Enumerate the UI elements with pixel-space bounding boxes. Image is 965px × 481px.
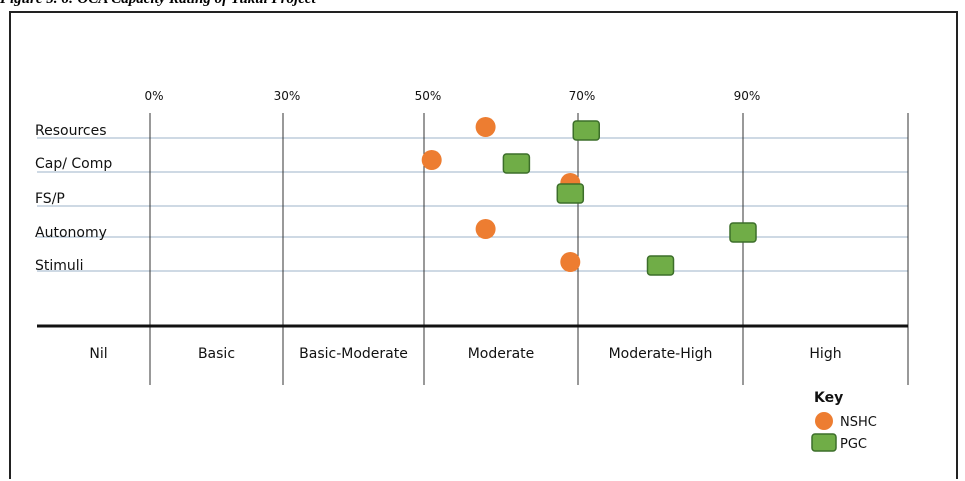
legend-pgc-label: PGC <box>840 437 867 452</box>
percent-tick-label: 50% <box>415 89 442 103</box>
legend-title: Key <box>814 390 843 406</box>
band-label: Nil <box>89 346 107 362</box>
band-label: Basic <box>198 346 235 362</box>
pgc-marker <box>572 120 600 141</box>
percent-tick-label: 0% <box>144 89 163 103</box>
pgc-marker <box>729 222 757 243</box>
category-label: Autonomy <box>35 225 107 241</box>
legend: Key NSHC PGC <box>811 390 877 452</box>
band-label: Moderate-High <box>609 346 713 362</box>
category-labels: Resources Cap/ Comp FS/P Autonomy Stimuli <box>35 123 112 274</box>
pgc-marker <box>646 255 675 276</box>
legend-nshc-marker <box>815 412 833 430</box>
band-label: High <box>809 346 841 362</box>
legend-pgc-marker <box>811 433 837 452</box>
band-label: Basic-Moderate <box>299 346 408 362</box>
legend-nshc-label: NSHC <box>840 415 877 430</box>
band-labels: Nil Basic Basic-Moderate Moderate Moderate-H… <box>89 346 841 362</box>
chart-frame <box>9 11 958 479</box>
data-marks <box>421 117 757 276</box>
nshc-marker <box>475 117 496 137</box>
band-label: Moderate <box>468 346 535 362</box>
category-label: Cap/ Comp <box>35 156 112 172</box>
category-label: FS/P <box>35 191 65 207</box>
row-gridlines <box>37 137 908 272</box>
nshc-marker <box>421 150 442 170</box>
percent-tick-label: 70% <box>569 89 596 103</box>
percent-tick-label: 90% <box>734 89 761 103</box>
percent-tick-label: 30% <box>274 89 301 103</box>
band-dividers <box>149 113 909 385</box>
percent-tick-labels: 0% 30% 50% 70% 90% <box>144 89 760 103</box>
category-label: Stimuli <box>35 258 84 274</box>
nshc-marker <box>475 219 496 239</box>
pgc-marker <box>502 153 531 174</box>
figure-caption: Figure 5. 6: OCA Capacity Rating of Tuku… <box>0 0 316 8</box>
pgc-marker <box>556 183 585 204</box>
nshc-marker <box>560 252 581 272</box>
category-label: Resources <box>35 123 107 139</box>
